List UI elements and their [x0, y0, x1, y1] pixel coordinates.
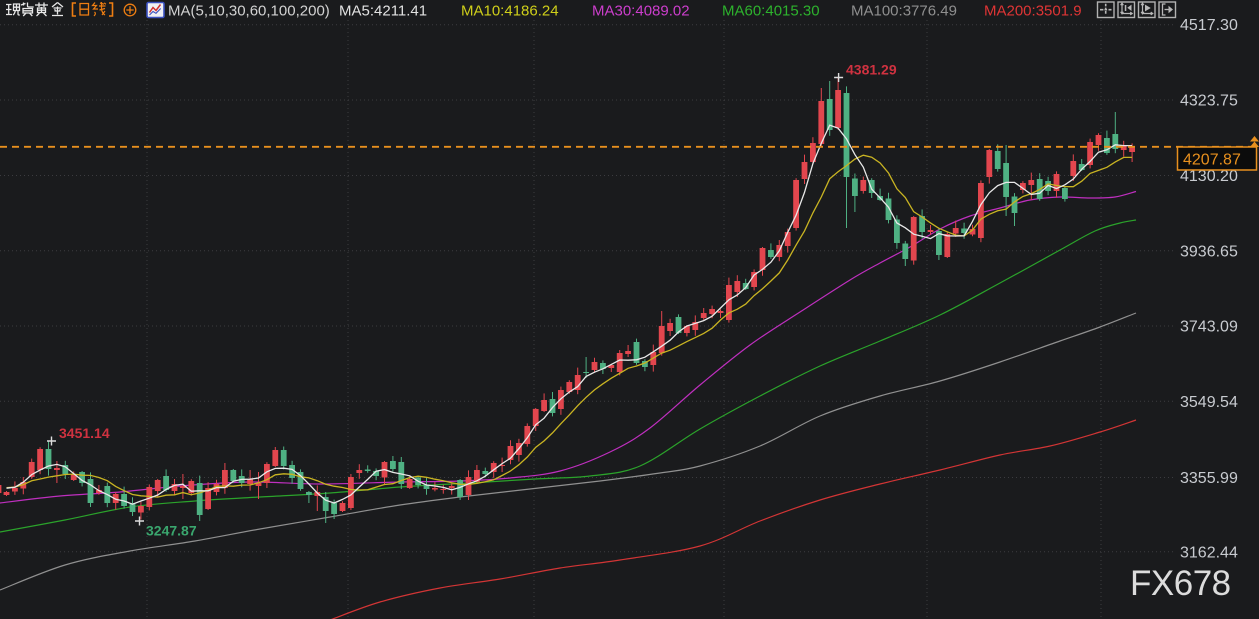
svg-text:3936.65: 3936.65 [1180, 243, 1238, 260]
svg-text:FX678: FX678 [1130, 564, 1231, 603]
svg-text:4130.20: 4130.20 [1180, 168, 1238, 185]
svg-text:4517.30: 4517.30 [1180, 17, 1238, 34]
svg-text:MA100:3776.49: MA100:3776.49 [851, 3, 957, 20]
svg-text:3355.99: 3355.99 [1180, 470, 1238, 487]
svg-text:4381.29: 4381.29 [846, 62, 897, 78]
svg-text:3247.87: 3247.87 [146, 523, 197, 539]
svg-text:MA(5,10,30,60,100,200): MA(5,10,30,60,100,200) [168, 3, 330, 20]
svg-text:4207.87: 4207.87 [1183, 152, 1241, 169]
svg-text:MA30:4089.02: MA30:4089.02 [592, 3, 690, 20]
svg-text:3743.09: 3743.09 [1180, 319, 1238, 336]
svg-text:3549.54: 3549.54 [1180, 394, 1238, 411]
svg-text:MA10:4186.24: MA10:4186.24 [461, 3, 559, 20]
svg-text:MA5:4211.41: MA5:4211.41 [339, 3, 427, 20]
svg-text:3451.14: 3451.14 [59, 425, 110, 441]
svg-text:4323.75: 4323.75 [1180, 93, 1238, 110]
svg-text:MA60:4015.30: MA60:4015.30 [722, 3, 820, 20]
svg-text:3162.44: 3162.44 [1180, 544, 1238, 561]
svg-text:MA200:3501.9: MA200:3501.9 [984, 3, 1082, 20]
